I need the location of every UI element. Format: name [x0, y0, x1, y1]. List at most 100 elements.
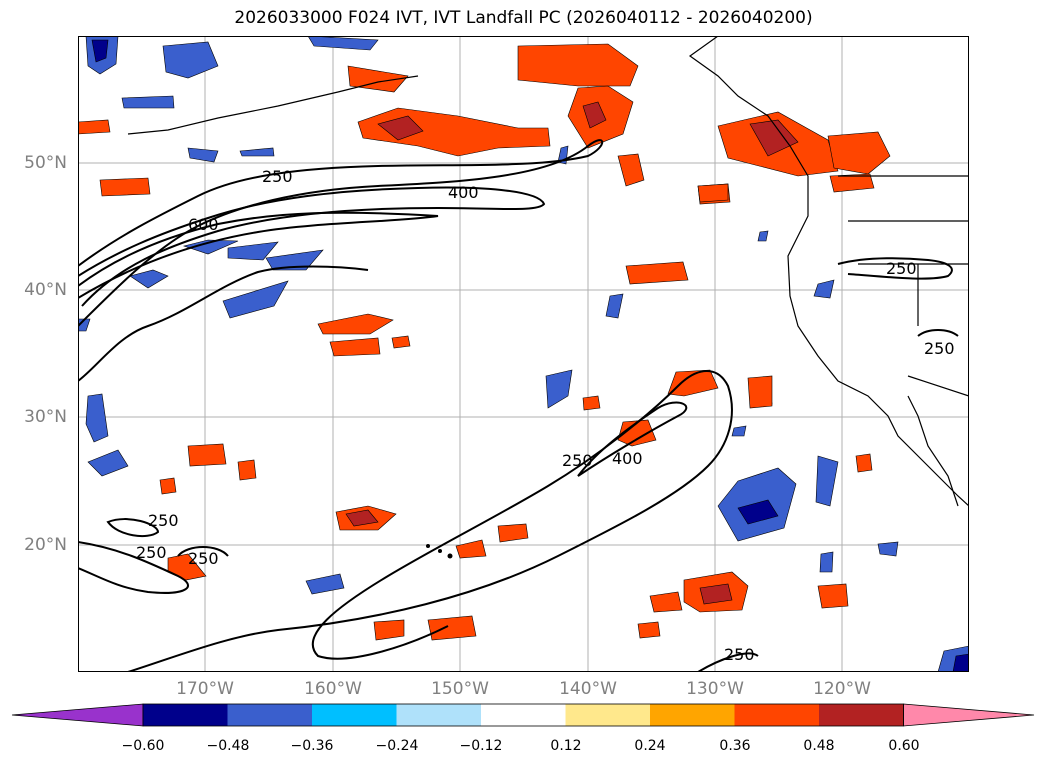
pos-patch — [159, 477, 177, 495]
colorbar-tick: 0.60 — [888, 738, 920, 754]
neg-patch — [605, 293, 624, 319]
colorbar-cell — [734, 704, 820, 726]
negative-pc-patches — [78, 36, 969, 672]
lat-label-20n: 20°N — [24, 535, 67, 555]
pos-patch — [187, 443, 227, 467]
colorbar-tick: −0.36 — [290, 738, 334, 754]
north-america-coast — [688, 36, 969, 507]
pos-patch — [747, 375, 773, 409]
pos-patch — [625, 261, 689, 285]
lon-label-120w: 120°W — [813, 679, 871, 699]
neg-patch — [731, 425, 747, 437]
pos-patch — [357, 107, 551, 157]
contour-400 — [78, 186, 546, 307]
contour-label: 400 — [612, 449, 643, 468]
contour-label: 250 — [188, 549, 219, 568]
contour-250-inner — [78, 265, 369, 382]
pos-patch — [829, 173, 875, 193]
map-panel: 250 400 600 250 250 250 400 250 250 250 … — [78, 36, 969, 672]
neg-patch — [91, 39, 109, 63]
colorbar-tick: 0.24 — [634, 738, 666, 754]
pos-patch — [699, 583, 733, 605]
neg-patch — [305, 573, 345, 595]
pos-patch — [329, 337, 381, 357]
pos-patch — [391, 335, 411, 349]
colorbar-tick: 0.36 — [719, 738, 751, 754]
contour-250-sw — [78, 541, 189, 594]
coastlines — [127, 36, 969, 507]
baja-coast — [907, 395, 959, 507]
contour-label: 250 — [136, 543, 167, 562]
pos-patch — [99, 177, 151, 197]
neg-patch — [877, 541, 899, 557]
colorbar-cell — [819, 704, 904, 726]
contour-250-sw3 — [177, 546, 229, 557]
lat-label-30n: 30°N — [24, 407, 67, 427]
neg-patch — [182, 239, 239, 255]
neg-patch — [187, 147, 219, 163]
lon-label-140w: 140°W — [559, 679, 617, 699]
contour-label: 250 — [562, 451, 593, 470]
pos-patch — [749, 119, 799, 157]
pos-patch — [345, 509, 379, 527]
lon-label-150w: 150°W — [431, 679, 489, 699]
lon-label-160w: 160°W — [304, 679, 362, 699]
colorbar-cell — [650, 704, 735, 726]
map-canvas: 250 400 600 250 250 250 400 250 250 250 … — [78, 36, 969, 672]
lon-label-130w: 130°W — [686, 679, 744, 699]
pos-patch — [427, 615, 477, 641]
pos-patch — [167, 553, 207, 581]
contour-250-sw2 — [106, 518, 160, 538]
contour-250-baja — [917, 329, 959, 337]
pos-patch — [377, 115, 424, 141]
pos-patch — [637, 621, 661, 639]
pos-patch — [497, 523, 529, 543]
colorbar — [11, 703, 1035, 727]
lon-label-170w: 170°W — [176, 679, 234, 699]
neg-patch — [227, 241, 279, 261]
colorbar-tick: −0.48 — [206, 738, 250, 754]
pos-patch — [237, 459, 257, 481]
contour-label: 600 — [188, 215, 219, 234]
pos-patch — [649, 591, 683, 613]
neg-patch — [162, 41, 219, 79]
pos-patch — [817, 583, 849, 609]
neg-patch — [265, 249, 324, 271]
neg-patch — [222, 280, 289, 319]
pos-patch — [617, 153, 645, 187]
pos-patch — [855, 453, 873, 473]
pos-patch — [582, 101, 607, 129]
contour-label: 250 — [262, 167, 293, 186]
alaska-islands — [127, 75, 419, 135]
colorbar-tick: 0.12 — [550, 738, 582, 754]
neg-patch — [952, 653, 969, 672]
contour-600 — [78, 211, 439, 299]
contour-label-group: 250 400 600 250 250 250 400 250 250 250 … — [136, 167, 955, 664]
contour-400-south — [577, 401, 688, 477]
positive-pc-patches — [78, 43, 891, 641]
contour-250-east — [697, 652, 759, 672]
pos-patch — [373, 619, 405, 641]
border-us-mexico — [907, 375, 969, 397]
contour-label: 250 — [148, 511, 179, 530]
lat-label-40n: 40°N — [24, 280, 67, 300]
neg-patch — [815, 455, 839, 507]
colorbar-cell — [565, 704, 651, 726]
contour-label: 250 — [924, 339, 955, 358]
pos-patch — [517, 43, 639, 87]
pos-patch — [827, 131, 891, 175]
lat-label-50n: 50°N — [24, 153, 67, 173]
hawaii-islands — [426, 544, 453, 559]
colorbar-tick: −0.60 — [121, 738, 165, 754]
pos-patch — [582, 395, 601, 411]
neg-patch — [545, 369, 573, 409]
contour-250-coast — [837, 257, 953, 280]
neg-patch — [87, 449, 129, 477]
contour-label: 250 — [886, 259, 917, 278]
contour-label: 250 — [724, 645, 755, 664]
contour-250-outer — [78, 139, 604, 327]
colorbar-tick: −0.12 — [459, 738, 503, 754]
colorbar-extend-low — [11, 703, 144, 727]
neg-patch — [757, 230, 769, 242]
contour-250-south — [127, 370, 733, 672]
